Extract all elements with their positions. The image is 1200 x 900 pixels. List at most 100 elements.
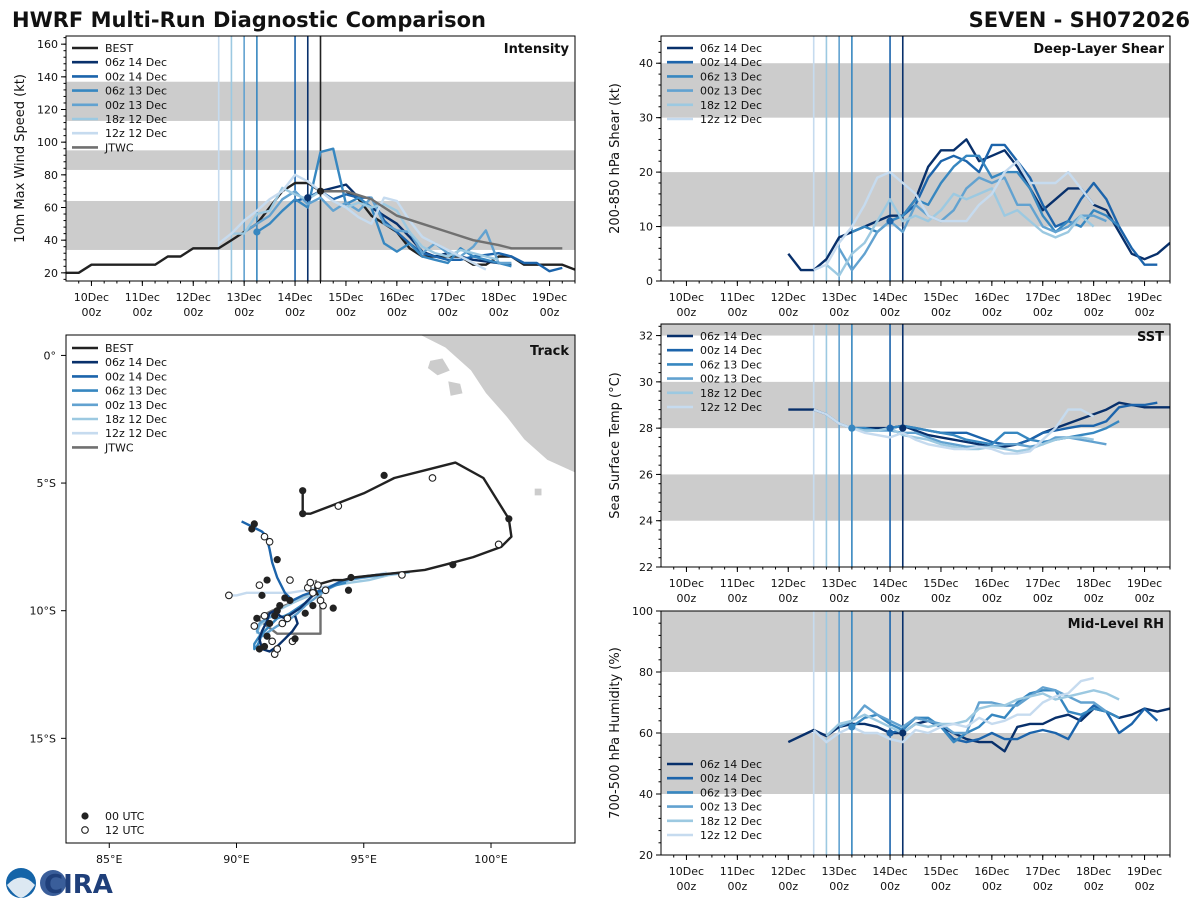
shear-xtick-label: 14Dec	[872, 291, 907, 304]
cira-wordmark: CIRA	[44, 870, 113, 900]
track-point-00utc	[250, 520, 258, 528]
rh-xtick-label: 12Dec	[771, 865, 806, 878]
intensity-ylabel: 10m Max Wind Speed (kt)	[13, 74, 28, 243]
shear-ytick-label: 40	[639, 57, 653, 70]
track-point-00utc	[299, 510, 307, 518]
rh-legend-label: 06z 14 Dec	[700, 758, 762, 771]
intensity-series-line	[256, 147, 512, 268]
track-point-00utc	[263, 632, 271, 640]
shear-threshold-band	[661, 63, 1170, 118]
intensity-xtick-label: 00z	[540, 306, 560, 319]
sst-xtick-label: 18Dec	[1076, 577, 1111, 590]
track-ytick-label: 15°S	[30, 732, 56, 745]
shear-panel: 0 10 20 30 40 10Dec 00z 11Dec 00z 12Dec 00z 13Dec 00…	[608, 35, 1171, 319]
track-legend-label: 18z 12 Dec	[105, 413, 167, 426]
shear-xtick-label: 00z	[1135, 306, 1155, 319]
shear-xtick-label: 00z	[880, 306, 900, 319]
shear-legend-label: 00z 14 Dec	[700, 56, 762, 69]
intensity-series-line	[320, 189, 563, 250]
intensity-xtick-label: 00z	[183, 306, 203, 319]
track-point-12utc	[316, 596, 325, 605]
sst-xtick-label: 10Dec	[669, 577, 704, 590]
track-point-00utc	[301, 609, 309, 617]
shear-xtick-label: 17Dec	[1025, 291, 1060, 304]
track-point-12utc	[273, 645, 282, 653]
track-point-00utc	[281, 594, 289, 602]
track-legend-12utc-label: 12 UTC	[105, 824, 145, 837]
sst-legend-label: 06z 13 Dec	[700, 358, 762, 371]
track-line	[301, 461, 513, 596]
sst-xtick-label: 00z	[931, 592, 951, 605]
track-point-12utc	[334, 502, 343, 510]
intensity-ytick-label: 20	[44, 267, 58, 280]
intensity-series-line	[217, 173, 487, 271]
track-point-00utc	[253, 614, 261, 622]
shear-legend-label: 18z 12 Dec	[700, 99, 762, 112]
shear-xtick-label: 19Dec	[1127, 291, 1162, 304]
rh-series-line	[889, 704, 1159, 744]
track-legend-12utc-marker	[81, 826, 89, 834]
intensity-panel-title: Intensity	[504, 42, 570, 57]
track-legend-label: BEST	[105, 342, 133, 355]
sst-xtick-label: 00z	[829, 592, 849, 605]
sst-init-marker	[899, 424, 907, 432]
intensity-xtick-label: 00z	[387, 306, 407, 319]
shear-xtick-label: 11Dec	[720, 291, 755, 304]
intensity-series-line	[294, 189, 563, 273]
sst-legend-label: 12z 12 Dec	[700, 401, 762, 414]
shear-xtick-label: 00z	[1084, 306, 1104, 319]
storm-id: SEVEN - SH072026	[969, 8, 1190, 32]
shear-xtick-label: 00z	[1033, 306, 1053, 319]
sst-legend-label: 00z 13 Dec	[700, 373, 762, 386]
sst-panel: 22 24 26 28 30 32 10Dec 00z 11Dec 00z 12Dec 00z 13De…	[608, 323, 1171, 605]
intensity-legend-label: 06z 13 Dec	[105, 85, 167, 98]
rh-xtick-label: 00z	[1033, 880, 1053, 893]
intensity-xtick-label: 00z	[438, 306, 458, 319]
rh-xtick-label: 14Dec	[872, 865, 907, 878]
sst-ytick-label: 32	[639, 330, 653, 343]
sst-xtick-label: 15Dec	[923, 577, 958, 590]
track-point-00utc	[309, 601, 317, 610]
track-panel: 85°E 90°E 95°E 100°E0°5°S10°S15°STrackBEST0…	[30, 334, 576, 866]
track-legend-label: JTWC	[104, 441, 134, 454]
track-point-12utc	[265, 537, 274, 546]
track-point-12utc	[321, 586, 330, 595]
track-ytick-label: 10°S	[30, 605, 56, 618]
rh-threshold-band	[661, 611, 1170, 672]
shear-xtick-label: 10Dec	[669, 291, 704, 304]
shear-series-line	[813, 159, 1095, 272]
rh-xtick-label: 00z	[677, 880, 697, 893]
shear-xtick-label: 00z	[677, 306, 697, 319]
noaa-wave-icon	[7, 877, 35, 898]
shear-legend-label: 12z 12 Dec	[700, 113, 762, 126]
rh-init-marker	[848, 723, 856, 731]
rh-series-line	[825, 689, 1120, 737]
sst-threshold-band	[661, 381, 1170, 429]
track-point-12utc	[428, 474, 437, 482]
shear-xtick-label: 12Dec	[771, 291, 806, 304]
rh-ytick-label: 20	[639, 849, 653, 862]
track-xtick-label: 90°E	[223, 853, 249, 866]
intensity-plot-area	[66, 36, 575, 281]
rh-xtick-label: 10Dec	[669, 865, 704, 878]
shear-xtick-label: 00z	[982, 306, 1002, 319]
track-ytick-label: 5°S	[37, 477, 56, 490]
landmass	[533, 487, 543, 497]
track-point-12utc	[306, 578, 315, 587]
shear-ytick-label: 0	[646, 275, 653, 288]
track-point-00utc	[347, 573, 355, 582]
intensity-xtick-label: 00z	[336, 306, 356, 319]
track-point-00utc	[273, 556, 281, 564]
shear-plot-area	[661, 36, 1170, 281]
track-point-12utc	[268, 637, 276, 646]
sst-panel-title: SST	[1137, 330, 1164, 345]
track-legend-00utc-marker	[81, 812, 89, 820]
intensity-legend-label: 12z 12 Dec	[105, 127, 167, 140]
track-point-00utc	[344, 586, 353, 594]
shear-ytick-label: 20	[639, 166, 653, 179]
track-point-12utc	[283, 614, 292, 623]
track-point-00utc	[291, 635, 299, 643]
rh-xtick-label: 19Dec	[1127, 865, 1162, 878]
rh-xtick-label: 11Dec	[720, 865, 755, 878]
